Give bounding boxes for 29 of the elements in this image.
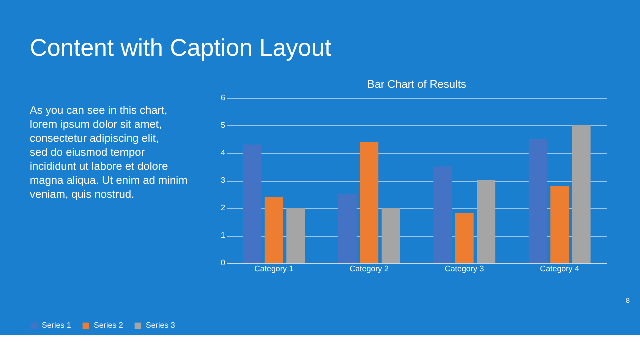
bar	[286, 208, 306, 263]
y-tick-label: 2	[221, 204, 226, 212]
bar	[550, 186, 570, 263]
legend-label: Series 2	[94, 321, 124, 330]
bar	[434, 166, 452, 263]
y-tick-label: 3	[221, 176, 226, 185]
bar	[338, 194, 357, 263]
bar	[360, 142, 379, 263]
y-tick-label: 4	[221, 148, 226, 158]
x-tick-label: Category 4	[540, 264, 580, 274]
y-tick-label: 0	[221, 258, 226, 268]
y-tick-label: 6	[221, 94, 226, 102]
bar	[382, 208, 400, 263]
bar	[243, 144, 262, 263]
text: Content with Caption Layout	[30, 35, 332, 62]
x-tick-label: Category 2	[350, 264, 390, 274]
legend-label: Series 3	[146, 321, 176, 330]
legend-label: Series 1	[42, 321, 72, 330]
chart-title: Bar Chart of Results	[367, 79, 468, 91]
x-tick-label: Category 1	[254, 264, 294, 274]
text: As you can see in this chart, lorem ipsum dolor sit amet, consectetur adipiscing elit, sed do eiusmod tempor incididunt ut labore et dolore magna aliqua. Ut enim ad minim veniam, quis nostrud.	[30, 105, 188, 201]
y-tick-label: 1	[221, 231, 226, 240]
bar	[455, 214, 474, 263]
bar	[572, 126, 591, 263]
y-tick-label: 5	[221, 121, 226, 130]
bar	[528, 139, 548, 263]
bar	[264, 197, 284, 263]
x-tick-label: Category 3	[445, 264, 485, 274]
bar	[477, 180, 496, 263]
